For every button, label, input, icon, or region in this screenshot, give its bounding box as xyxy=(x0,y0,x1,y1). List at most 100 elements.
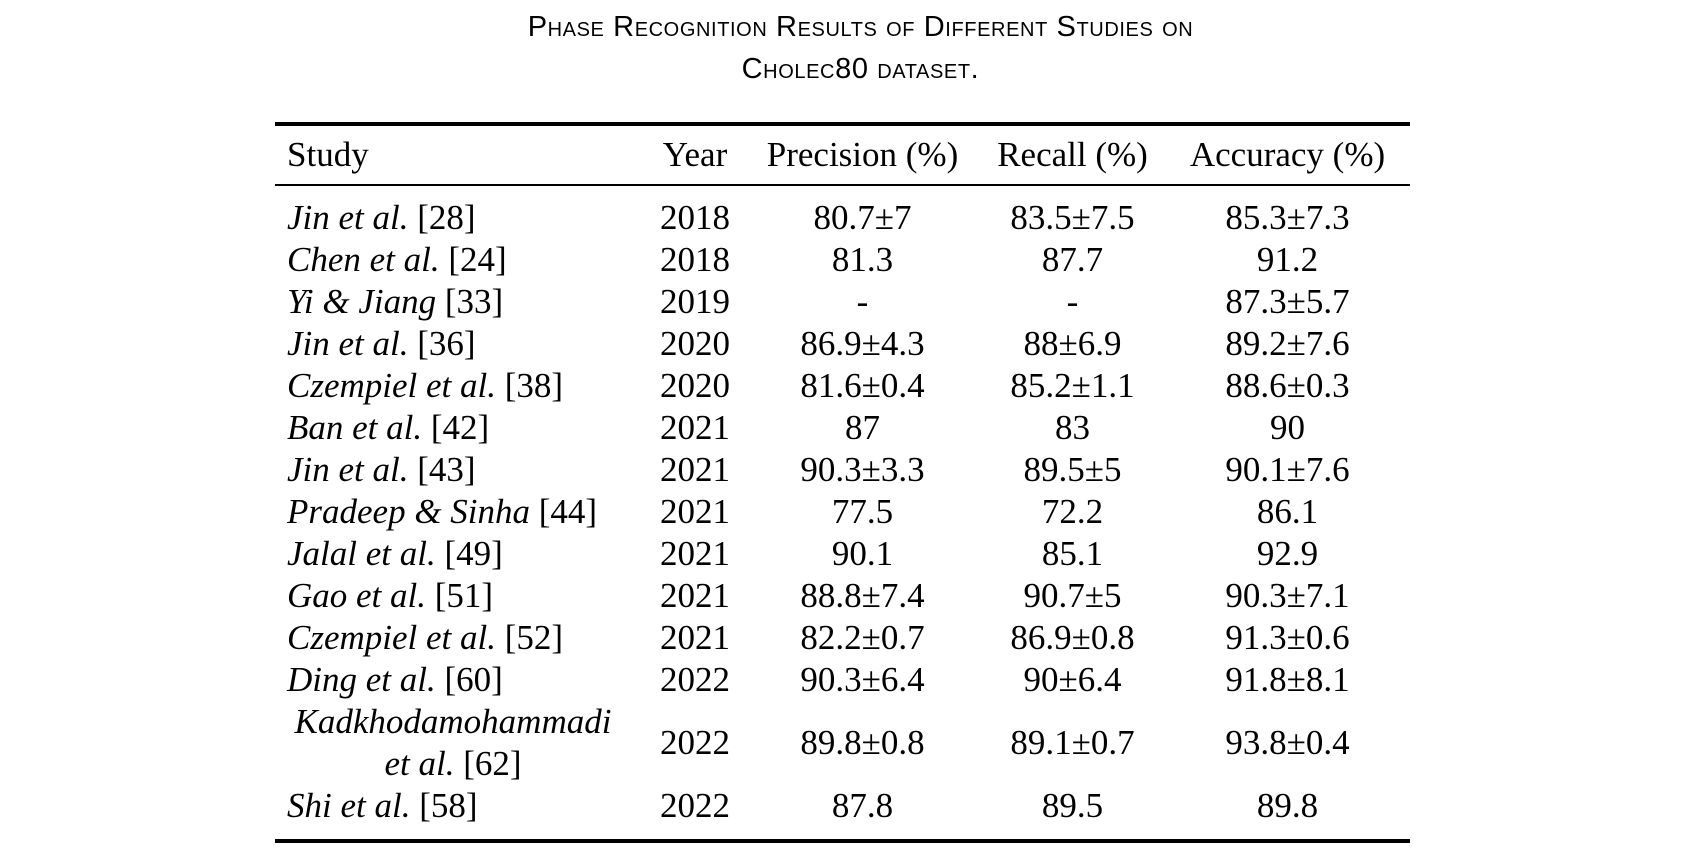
study-cell: Czempiel et al. [52] xyxy=(275,617,645,659)
table-row: Gao et al. [51] 2021 88.8±7.4 90.7±5 90.… xyxy=(275,575,1410,617)
study-name: Pradeep & Sinha xyxy=(287,492,531,531)
study-cell: Gao et al. [51] xyxy=(275,575,645,617)
year-cell: 2022 xyxy=(660,660,730,699)
precision-cell: 77.5 xyxy=(831,492,894,531)
study-ref: [62] xyxy=(463,744,522,783)
study-cell: Jin et al. [36] xyxy=(275,323,645,365)
year-cell: 2021 xyxy=(660,450,730,489)
study-name: Chen et al. xyxy=(287,240,440,279)
study-name: Ban et al. xyxy=(287,408,423,447)
study-ref: [60] xyxy=(444,660,503,699)
table-row: Ban et al. [42] 2021 87 83 90 xyxy=(275,407,1410,449)
study-name: Ding et al. xyxy=(287,660,436,699)
study-cell: Pradeep & Sinha [44] xyxy=(275,491,645,533)
table-row: Jalal et al. [49] 2021 90.1 85.1 92.9 xyxy=(275,533,1410,575)
precision-cell: 86.9±4.3 xyxy=(800,324,925,363)
study-name: Yi & Jiang xyxy=(287,282,437,321)
recall-cell: 90.7±5 xyxy=(1023,576,1122,615)
study-ref: [28] xyxy=(417,198,476,237)
recall-cell: 88±6.9 xyxy=(1023,324,1122,363)
study-name: Jin et al. xyxy=(287,324,409,363)
study-ref: [24] xyxy=(448,240,507,279)
year-cell: 2021 xyxy=(660,492,730,531)
study-cell: Ding et al. [60] xyxy=(275,659,645,701)
recall-cell: - xyxy=(1066,282,1079,321)
year-cell: 2021 xyxy=(660,576,730,615)
precision-cell: 88.8±7.4 xyxy=(800,576,925,615)
results-table: Study Year Precision (%) Recall (%) Accu… xyxy=(275,122,1410,843)
table-row: Ding et al. [60] 2022 90.3±6.4 90±6.4 91… xyxy=(275,659,1410,701)
precision-cell: 90.3±6.4 xyxy=(800,660,925,699)
study-cell: Kadkhodamohammadi et al. [62] xyxy=(275,701,645,785)
table-row: Kadkhodamohammadi et al. [62] 2022 89.8±… xyxy=(275,701,1410,785)
study-cell: Jin et al. [28] xyxy=(275,185,645,239)
year-cell: 2018 xyxy=(660,198,730,237)
column-header-study: Study xyxy=(275,124,645,186)
study-ref: [58] xyxy=(419,786,478,825)
year-cell: 2022 xyxy=(660,786,730,825)
study-cell: Chen et al. [24] xyxy=(275,239,645,281)
recall-cell: 83.5±7.5 xyxy=(1010,198,1135,237)
year-cell: 2021 xyxy=(660,408,730,447)
study-cell: Shi et al. [58] xyxy=(275,785,645,841)
year-cell: 2020 xyxy=(660,324,730,363)
recall-cell: 90±6.4 xyxy=(1023,660,1122,699)
recall-cell: 89.5±5 xyxy=(1023,450,1122,489)
study-ref: [43] xyxy=(417,450,476,489)
caption-line-2: Cholec80 dataset. xyxy=(741,53,980,85)
recall-cell: 83 xyxy=(1055,408,1090,447)
study-name: Jalal et al. xyxy=(287,534,436,573)
recall-cell: 85.2±1.1 xyxy=(1010,366,1135,405)
accuracy-cell: 85.3±7.3 xyxy=(1225,198,1350,237)
accuracy-cell: 92.9 xyxy=(1256,534,1319,573)
precision-cell: 80.7±7 xyxy=(813,198,912,237)
accuracy-cell: 86.1 xyxy=(1256,492,1319,531)
header-row: Study Year Precision (%) Recall (%) Accu… xyxy=(275,124,1410,186)
recall-cell: 86.9±0.8 xyxy=(1010,618,1135,657)
table-row: Czempiel et al. [52] 2021 82.2±0.7 86.9±… xyxy=(275,617,1410,659)
column-header-precision: Precision (%) xyxy=(745,124,980,186)
study-cell: Jin et al. [43] xyxy=(275,449,645,491)
study-ref: [33] xyxy=(444,282,504,321)
table-row: Jin et al. [28] 2018 80.7±7 83.5±7.5 85.… xyxy=(275,185,1410,239)
table-row: Jin et al. [43] 2021 90.3±3.3 89.5±5 90.… xyxy=(275,449,1410,491)
column-header-year: Year xyxy=(645,124,745,186)
accuracy-cell: 89.8 xyxy=(1256,786,1319,825)
accuracy-cell: 90.3±7.1 xyxy=(1225,576,1350,615)
study-name: Jin et al. xyxy=(287,198,409,237)
caption-line-1: Phase Recognition Results of Different S… xyxy=(527,11,1194,43)
accuracy-cell: 93.8±0.4 xyxy=(1225,723,1350,762)
table-row: Yi & Jiang [33] 2019 - - 87.3±5.7 xyxy=(275,281,1410,323)
study-ref: [38] xyxy=(504,366,564,405)
study-cell: Jalal et al. [49] xyxy=(275,533,645,575)
year-cell: 2021 xyxy=(660,618,730,657)
recall-cell: 89.5 xyxy=(1041,786,1104,825)
study-cell: Ban et al. [42] xyxy=(275,407,645,449)
study-name: Kadkhodamohammadi et al. xyxy=(294,702,612,783)
accuracy-cell: 91.2 xyxy=(1256,240,1319,279)
table-caption: Phase Recognition Results of Different S… xyxy=(293,6,1428,90)
accuracy-cell: 87.3±5.7 xyxy=(1225,282,1350,321)
table-row: Jin et al. [36] 2020 86.9±4.3 88±6.9 89.… xyxy=(275,323,1410,365)
year-cell: 2022 xyxy=(660,723,730,762)
year-cell: 2018 xyxy=(660,240,730,279)
precision-cell: 90.1 xyxy=(831,534,894,573)
recall-cell: 89.1±0.7 xyxy=(1010,723,1135,762)
year-cell: 2020 xyxy=(660,366,730,405)
study-name: Gao et al. xyxy=(287,576,427,615)
table-row: Chen et al. [24] 2018 81.3 87.7 91.2 xyxy=(275,239,1410,281)
precision-cell: - xyxy=(856,282,869,321)
study-name: Czempiel et al. xyxy=(287,366,496,405)
precision-cell: 87.8 xyxy=(831,786,894,825)
column-header-accuracy: Accuracy (%) xyxy=(1165,124,1410,186)
precision-cell: 90.3±3.3 xyxy=(800,450,925,489)
study-cell: Yi & Jiang [33] xyxy=(275,281,645,323)
study-ref: [51] xyxy=(434,576,494,615)
study-ref: [36] xyxy=(417,324,476,363)
year-cell: 2021 xyxy=(660,534,730,573)
table-row: Pradeep & Sinha [44] 2021 77.5 72.2 86.1 xyxy=(275,491,1410,533)
precision-cell: 81.6±0.4 xyxy=(800,366,925,405)
accuracy-cell: 91.3±0.6 xyxy=(1225,618,1350,657)
table-row: Czempiel et al. [38] 2020 81.6±0.4 85.2±… xyxy=(275,365,1410,407)
precision-cell: 81.3 xyxy=(831,240,894,279)
